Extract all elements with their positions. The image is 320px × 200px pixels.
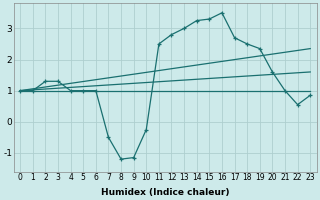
X-axis label: Humidex (Indice chaleur): Humidex (Indice chaleur) (101, 188, 229, 197)
